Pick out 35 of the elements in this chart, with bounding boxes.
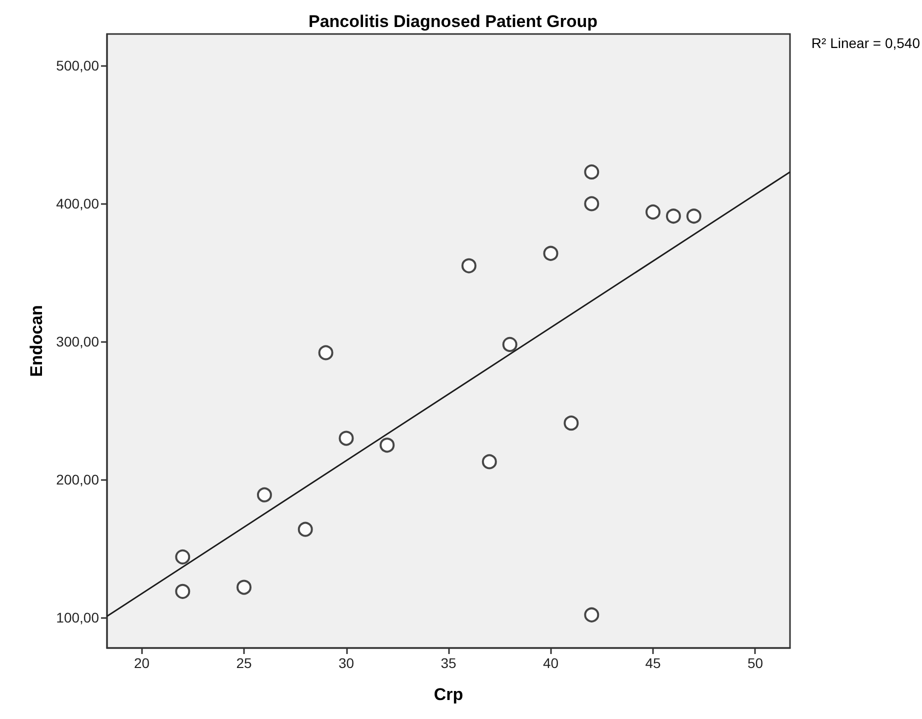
- point: [502, 336, 518, 352]
- point: [646, 204, 660, 220]
- y-tick-label: 200,00: [56, 472, 100, 488]
- x-axis-title: Crp: [434, 685, 464, 704]
- point: [666, 208, 681, 224]
- point: [461, 258, 476, 274]
- point: [543, 246, 558, 261]
- x-tick-label: 20: [134, 655, 150, 671]
- point: [298, 522, 313, 537]
- x-tick-label: 35: [440, 655, 456, 671]
- point: [318, 345, 334, 360]
- x-tick-label: 45: [645, 655, 661, 671]
- point: [584, 164, 600, 180]
- text: R² Linear = 0,540: [811, 35, 920, 51]
- y-tick-label: 400,00: [56, 196, 100, 212]
- x-tick-label: 30: [338, 655, 354, 671]
- point: [686, 208, 702, 224]
- x-tick-label: 40: [542, 655, 559, 671]
- point: [256, 487, 272, 502]
- point: [175, 584, 190, 599]
- x-tick-label: 50: [747, 655, 764, 671]
- chart-title: Pancolitis Diagnosed Patient Group: [308, 12, 598, 31]
- y-tick-label: 100,00: [56, 610, 100, 626]
- x-tick-label: 25: [236, 655, 252, 671]
- point: [236, 580, 252, 595]
- point: [175, 549, 190, 564]
- point: [380, 438, 395, 453]
- point: [584, 607, 600, 622]
- y-tick-label: 300,00: [56, 334, 100, 350]
- point: [564, 416, 579, 431]
- y-axis-title: Endocan: [27, 305, 46, 377]
- y-tick-label: 500,00: [56, 58, 100, 74]
- point: [338, 430, 354, 446]
- point: [482, 454, 497, 470]
- point: [584, 196, 600, 212]
